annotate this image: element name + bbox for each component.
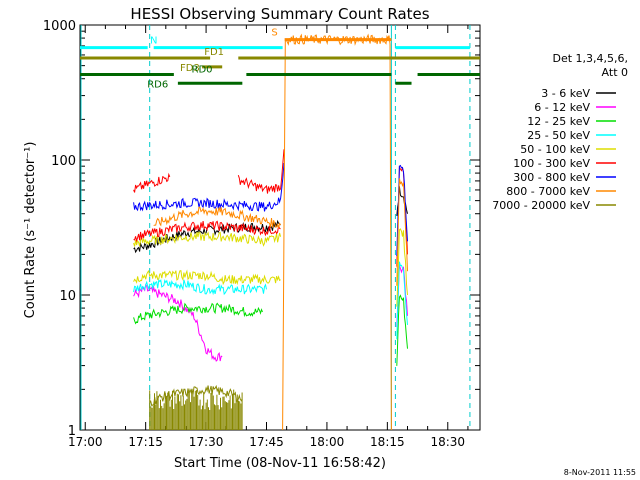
x-tick-label: 18:15 (370, 435, 405, 449)
legend-entry-label: 50 - 100 keV (520, 143, 590, 156)
series-800-7000-kev (153, 33, 408, 431)
series-line (237, 149, 285, 194)
series-line (396, 228, 408, 307)
chart-title: HESSI Observing Summary Count Rates (130, 5, 429, 23)
plot-frame (79, 24, 481, 431)
legend-entry-label: 25 - 50 keV (527, 129, 590, 142)
series-100-300-kev (133, 149, 408, 267)
legend-entry-label: 800 - 7000 keV (506, 185, 590, 198)
legend-entry-label: 7000 - 20000 keV (492, 199, 590, 212)
flag-label: RD6 (147, 79, 168, 90)
series-7000-20000-spikes (149, 389, 243, 430)
legend-header-line2: Att 0 (602, 66, 628, 79)
series-line (153, 206, 282, 229)
series-line (396, 261, 408, 340)
legend-entry-label: 12 - 25 keV (527, 115, 590, 128)
legend-entry-label: 3 - 6 keV (541, 87, 590, 100)
y-axis-label: Count Rate (s⁻¹ detector⁻¹) (23, 142, 38, 319)
x-axis-label: Start Time (08-Nov-11 16:58:42) (174, 456, 386, 471)
series-line (133, 302, 263, 325)
flag-label: N (150, 36, 157, 47)
x-tick-label: 17:45 (249, 435, 284, 449)
series-line (133, 278, 267, 296)
legend-entry-label: 6 - 12 keV (534, 101, 590, 114)
x-tick-label: 18:30 (430, 435, 465, 449)
series-line (396, 294, 408, 366)
x-tick-label: 17:30 (189, 435, 224, 449)
flag-label: FD3 (180, 63, 200, 74)
series-line (282, 33, 392, 431)
series-line (133, 283, 223, 362)
y-tick-label: 1 (68, 424, 76, 439)
series-12-25-kev (133, 294, 408, 366)
y-tick-label: 1000 (43, 19, 76, 34)
footer-date: 8-Nov-2011 11:55 (564, 468, 636, 477)
series-line (133, 162, 285, 212)
flag-label: FD1 (204, 47, 224, 58)
flag-label: RD0 (192, 64, 213, 75)
series-line (396, 178, 408, 286)
x-tick-label: 17:00 (68, 435, 103, 449)
legend-entry-label: 100 - 300 keV (513, 157, 590, 170)
legend-header-line1: Det 1,3,4,5,6, (552, 52, 628, 65)
x-tick-label: 18:00 (310, 435, 345, 449)
series-line (133, 231, 282, 247)
series-line (133, 172, 171, 193)
series-50-100-kev (133, 228, 408, 307)
y-tick-label: 100 (51, 154, 76, 169)
series-line (133, 220, 281, 243)
legend-entry-label: 300 - 800 keV (513, 171, 590, 184)
series-25-50-kev (133, 261, 408, 340)
x-tick-label: 17:15 (128, 435, 163, 449)
y-tick-label: 10 (59, 289, 76, 304)
series-line (133, 269, 281, 286)
flag-label: S (271, 28, 277, 39)
